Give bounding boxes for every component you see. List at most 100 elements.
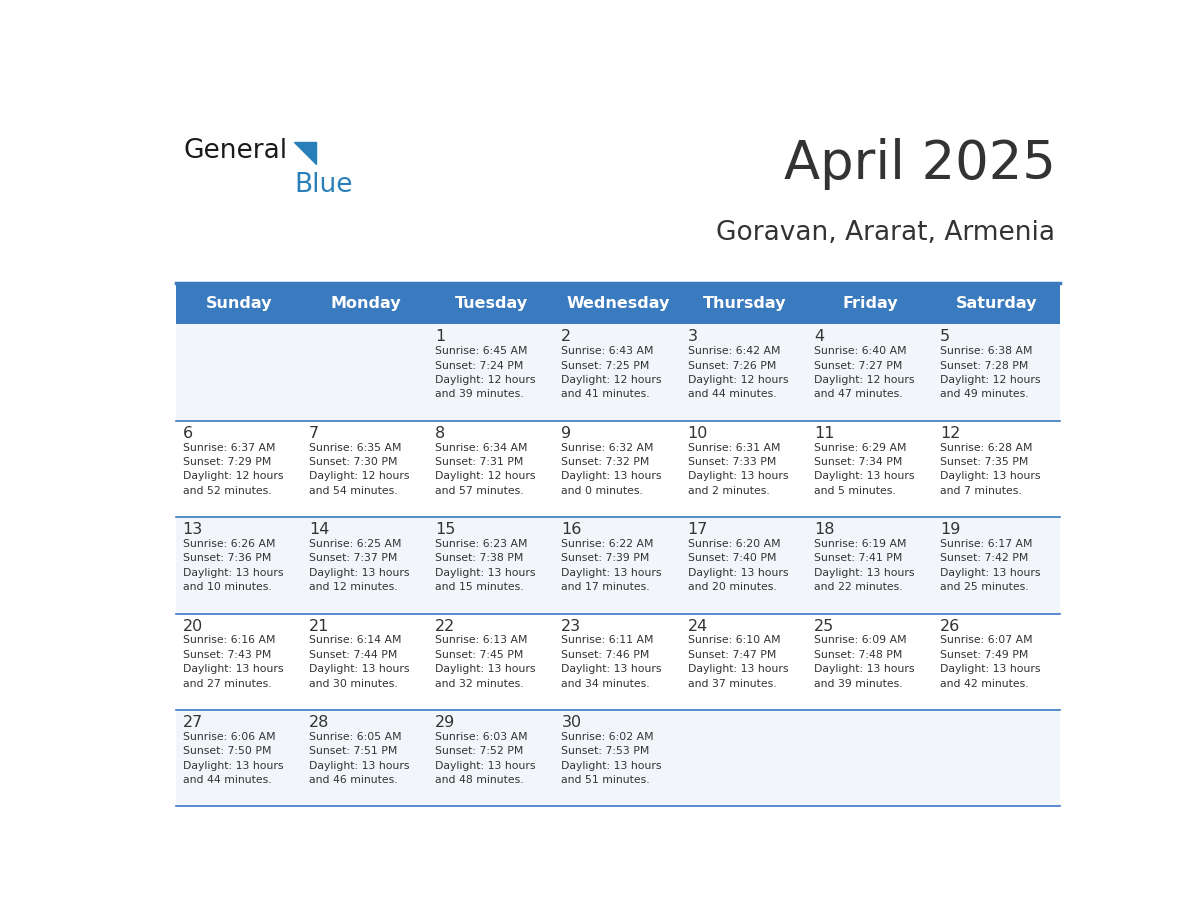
Bar bbox=[429, 710, 555, 806]
Text: Tuesday: Tuesday bbox=[455, 297, 529, 311]
Bar bbox=[555, 613, 681, 710]
Text: Sunrise: 6:25 AM
Sunset: 7:37 PM
Daylight: 13 hours
and 12 minutes.: Sunrise: 6:25 AM Sunset: 7:37 PM Dayligh… bbox=[309, 539, 410, 592]
Text: Sunrise: 6:05 AM
Sunset: 7:51 PM
Daylight: 13 hours
and 46 minutes.: Sunrise: 6:05 AM Sunset: 7:51 PM Dayligh… bbox=[309, 732, 410, 785]
Text: 10: 10 bbox=[688, 426, 708, 441]
Text: 20: 20 bbox=[183, 619, 203, 633]
Bar bbox=[303, 710, 429, 806]
Text: Blue: Blue bbox=[293, 173, 353, 198]
Bar bbox=[303, 284, 429, 324]
Text: Sunrise: 6:09 AM
Sunset: 7:48 PM
Daylight: 13 hours
and 39 minutes.: Sunrise: 6:09 AM Sunset: 7:48 PM Dayligh… bbox=[814, 635, 915, 688]
Bar bbox=[555, 284, 681, 324]
Bar bbox=[555, 710, 681, 806]
Bar bbox=[429, 420, 555, 517]
Text: 2: 2 bbox=[562, 330, 571, 344]
Bar bbox=[176, 517, 303, 613]
Bar bbox=[681, 324, 808, 420]
Text: 23: 23 bbox=[562, 619, 581, 633]
Text: Sunrise: 6:03 AM
Sunset: 7:52 PM
Daylight: 13 hours
and 48 minutes.: Sunrise: 6:03 AM Sunset: 7:52 PM Dayligh… bbox=[435, 732, 536, 785]
Text: 4: 4 bbox=[814, 330, 824, 344]
Text: 15: 15 bbox=[435, 522, 455, 537]
Bar bbox=[303, 613, 429, 710]
Text: Sunrise: 6:19 AM
Sunset: 7:41 PM
Daylight: 13 hours
and 22 minutes.: Sunrise: 6:19 AM Sunset: 7:41 PM Dayligh… bbox=[814, 539, 915, 592]
Text: Sunrise: 6:23 AM
Sunset: 7:38 PM
Daylight: 13 hours
and 15 minutes.: Sunrise: 6:23 AM Sunset: 7:38 PM Dayligh… bbox=[435, 539, 536, 592]
Bar bbox=[681, 517, 808, 613]
Bar bbox=[555, 324, 681, 420]
Text: Thursday: Thursday bbox=[702, 297, 786, 311]
Text: 28: 28 bbox=[309, 715, 329, 730]
Text: Sunrise: 6:17 AM
Sunset: 7:42 PM
Daylight: 13 hours
and 25 minutes.: Sunrise: 6:17 AM Sunset: 7:42 PM Dayligh… bbox=[940, 539, 1041, 592]
Bar bbox=[681, 284, 808, 324]
Text: Sunday: Sunday bbox=[206, 297, 272, 311]
Text: 18: 18 bbox=[814, 522, 834, 537]
Text: Wednesday: Wednesday bbox=[567, 297, 670, 311]
Bar bbox=[176, 324, 303, 420]
Text: 26: 26 bbox=[940, 619, 960, 633]
Bar bbox=[934, 284, 1060, 324]
Text: 3: 3 bbox=[688, 330, 697, 344]
Text: 24: 24 bbox=[688, 619, 708, 633]
Bar bbox=[934, 710, 1060, 806]
Text: April 2025: April 2025 bbox=[784, 139, 1055, 190]
Text: Saturday: Saturday bbox=[956, 297, 1037, 311]
Text: 17: 17 bbox=[688, 522, 708, 537]
Bar bbox=[808, 420, 934, 517]
Text: Sunrise: 6:10 AM
Sunset: 7:47 PM
Daylight: 13 hours
and 37 minutes.: Sunrise: 6:10 AM Sunset: 7:47 PM Dayligh… bbox=[688, 635, 788, 688]
Text: Sunrise: 6:14 AM
Sunset: 7:44 PM
Daylight: 13 hours
and 30 minutes.: Sunrise: 6:14 AM Sunset: 7:44 PM Dayligh… bbox=[309, 635, 410, 688]
Bar bbox=[303, 324, 429, 420]
Text: General: General bbox=[183, 139, 287, 164]
Bar bbox=[934, 517, 1060, 613]
Bar bbox=[681, 613, 808, 710]
Text: 7: 7 bbox=[309, 426, 318, 441]
Bar bbox=[176, 613, 303, 710]
Text: 16: 16 bbox=[562, 522, 582, 537]
Bar bbox=[808, 710, 934, 806]
Bar bbox=[303, 517, 429, 613]
Bar bbox=[429, 613, 555, 710]
Text: Sunrise: 6:29 AM
Sunset: 7:34 PM
Daylight: 13 hours
and 5 minutes.: Sunrise: 6:29 AM Sunset: 7:34 PM Dayligh… bbox=[814, 442, 915, 496]
Text: Monday: Monday bbox=[330, 297, 400, 311]
Bar bbox=[176, 710, 303, 806]
Text: 12: 12 bbox=[940, 426, 961, 441]
Bar bbox=[934, 613, 1060, 710]
Text: Friday: Friday bbox=[842, 297, 898, 311]
Text: 21: 21 bbox=[309, 619, 329, 633]
Text: 29: 29 bbox=[435, 715, 455, 730]
Text: Sunrise: 6:31 AM
Sunset: 7:33 PM
Daylight: 13 hours
and 2 minutes.: Sunrise: 6:31 AM Sunset: 7:33 PM Dayligh… bbox=[688, 442, 788, 496]
Text: 8: 8 bbox=[435, 426, 446, 441]
Text: 5: 5 bbox=[940, 330, 950, 344]
Text: Sunrise: 6:38 AM
Sunset: 7:28 PM
Daylight: 12 hours
and 49 minutes.: Sunrise: 6:38 AM Sunset: 7:28 PM Dayligh… bbox=[940, 346, 1041, 399]
Text: Sunrise: 6:16 AM
Sunset: 7:43 PM
Daylight: 13 hours
and 27 minutes.: Sunrise: 6:16 AM Sunset: 7:43 PM Dayligh… bbox=[183, 635, 283, 688]
Text: Sunrise: 6:32 AM
Sunset: 7:32 PM
Daylight: 13 hours
and 0 minutes.: Sunrise: 6:32 AM Sunset: 7:32 PM Dayligh… bbox=[562, 442, 662, 496]
Text: Sunrise: 6:13 AM
Sunset: 7:45 PM
Daylight: 13 hours
and 32 minutes.: Sunrise: 6:13 AM Sunset: 7:45 PM Dayligh… bbox=[435, 635, 536, 688]
Bar bbox=[808, 517, 934, 613]
Bar bbox=[934, 420, 1060, 517]
Text: 19: 19 bbox=[940, 522, 961, 537]
Text: Sunrise: 6:37 AM
Sunset: 7:29 PM
Daylight: 12 hours
and 52 minutes.: Sunrise: 6:37 AM Sunset: 7:29 PM Dayligh… bbox=[183, 442, 283, 496]
Text: Sunrise: 6:26 AM
Sunset: 7:36 PM
Daylight: 13 hours
and 10 minutes.: Sunrise: 6:26 AM Sunset: 7:36 PM Dayligh… bbox=[183, 539, 283, 592]
Text: 6: 6 bbox=[183, 426, 192, 441]
Bar bbox=[303, 420, 429, 517]
Text: 30: 30 bbox=[562, 715, 581, 730]
Text: Sunrise: 6:34 AM
Sunset: 7:31 PM
Daylight: 12 hours
and 57 minutes.: Sunrise: 6:34 AM Sunset: 7:31 PM Dayligh… bbox=[435, 442, 536, 496]
Text: Sunrise: 6:07 AM
Sunset: 7:49 PM
Daylight: 13 hours
and 42 minutes.: Sunrise: 6:07 AM Sunset: 7:49 PM Dayligh… bbox=[940, 635, 1041, 688]
Text: Goravan, Ararat, Armenia: Goravan, Ararat, Armenia bbox=[716, 219, 1055, 246]
Text: Sunrise: 6:06 AM
Sunset: 7:50 PM
Daylight: 13 hours
and 44 minutes.: Sunrise: 6:06 AM Sunset: 7:50 PM Dayligh… bbox=[183, 732, 283, 785]
Bar bbox=[176, 284, 303, 324]
Bar bbox=[681, 420, 808, 517]
Bar bbox=[808, 284, 934, 324]
Text: Sunrise: 6:35 AM
Sunset: 7:30 PM
Daylight: 12 hours
and 54 minutes.: Sunrise: 6:35 AM Sunset: 7:30 PM Dayligh… bbox=[309, 442, 410, 496]
Bar bbox=[176, 420, 303, 517]
Bar bbox=[429, 517, 555, 613]
Bar bbox=[808, 324, 934, 420]
Text: Sunrise: 6:43 AM
Sunset: 7:25 PM
Daylight: 12 hours
and 41 minutes.: Sunrise: 6:43 AM Sunset: 7:25 PM Dayligh… bbox=[562, 346, 662, 399]
Bar bbox=[555, 517, 681, 613]
Text: 9: 9 bbox=[562, 426, 571, 441]
Text: Sunrise: 6:11 AM
Sunset: 7:46 PM
Daylight: 13 hours
and 34 minutes.: Sunrise: 6:11 AM Sunset: 7:46 PM Dayligh… bbox=[562, 635, 662, 688]
Text: 25: 25 bbox=[814, 619, 834, 633]
Text: 27: 27 bbox=[183, 715, 203, 730]
Text: Sunrise: 6:28 AM
Sunset: 7:35 PM
Daylight: 13 hours
and 7 minutes.: Sunrise: 6:28 AM Sunset: 7:35 PM Dayligh… bbox=[940, 442, 1041, 496]
Bar bbox=[429, 284, 555, 324]
Polygon shape bbox=[293, 142, 316, 164]
Text: Sunrise: 6:02 AM
Sunset: 7:53 PM
Daylight: 13 hours
and 51 minutes.: Sunrise: 6:02 AM Sunset: 7:53 PM Dayligh… bbox=[562, 732, 662, 785]
Text: 22: 22 bbox=[435, 619, 455, 633]
